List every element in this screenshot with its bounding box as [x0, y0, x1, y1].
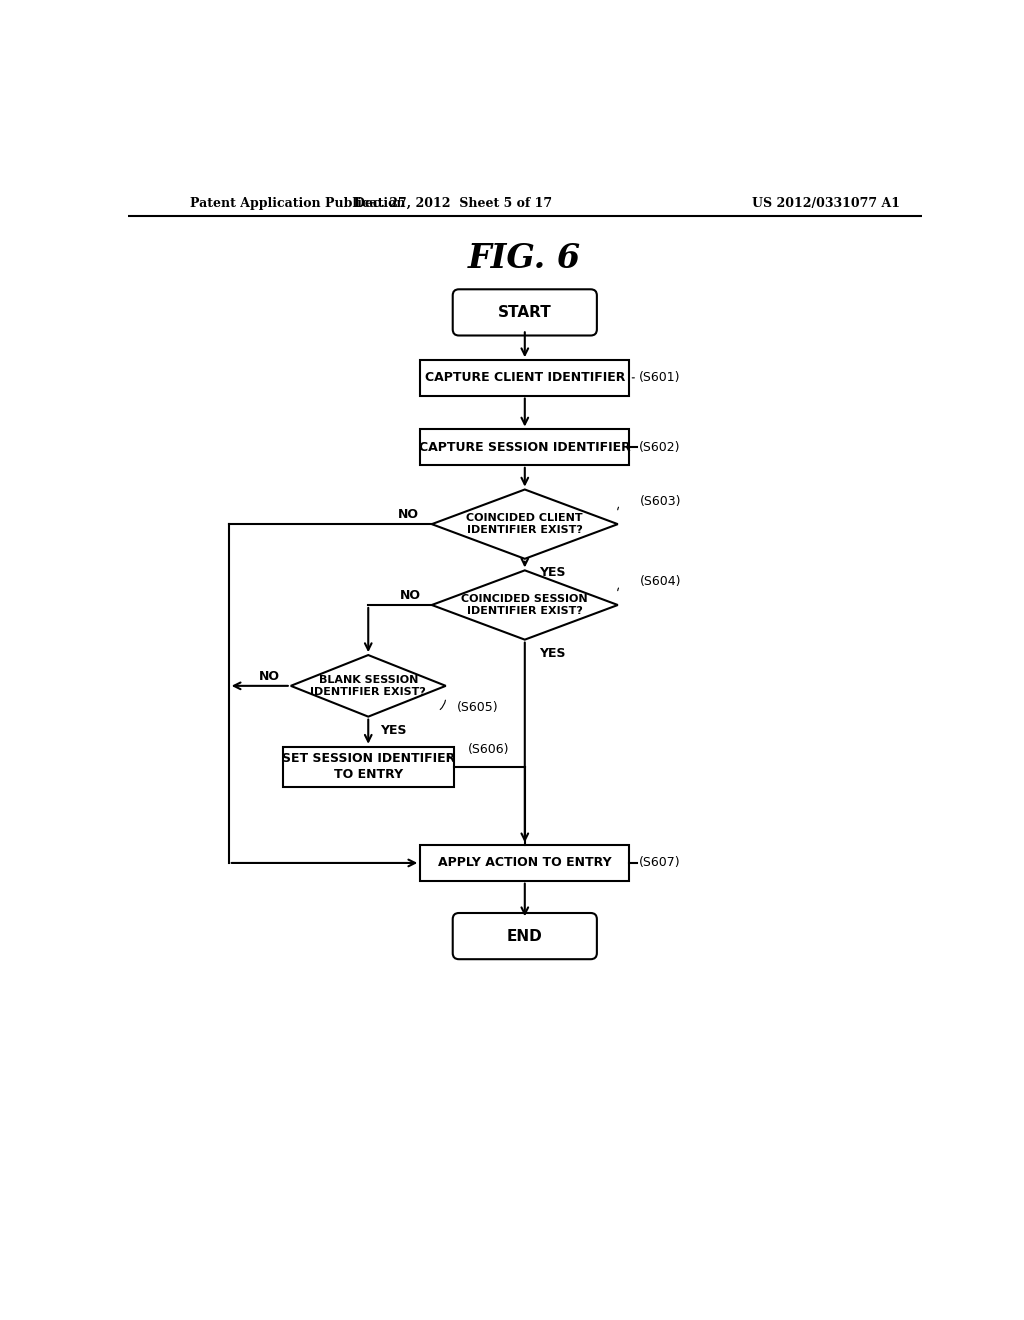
Text: BLANK SESSION
IDENTIFIER EXIST?: BLANK SESSION IDENTIFIER EXIST? [310, 675, 426, 697]
Text: FIG. 6: FIG. 6 [468, 242, 582, 275]
Text: (S601): (S601) [639, 371, 680, 384]
Text: COINCIDED CLIENT
IDENTIFIER EXIST?: COINCIDED CLIENT IDENTIFIER EXIST? [467, 513, 583, 536]
Text: (S602): (S602) [639, 441, 680, 454]
Text: US 2012/0331077 A1: US 2012/0331077 A1 [752, 197, 899, 210]
Text: NO: NO [258, 671, 280, 684]
Text: (S605): (S605) [458, 701, 499, 714]
Text: NO: NO [398, 508, 419, 521]
Text: (S603): (S603) [640, 495, 681, 508]
Bar [420, 429, 630, 465]
Text: NO: NO [399, 589, 421, 602]
Text: Dec. 27, 2012  Sheet 5 of 17: Dec. 27, 2012 Sheet 5 of 17 [354, 197, 553, 210]
Text: APPLY ACTION TO ENTRY: APPLY ACTION TO ENTRY [438, 857, 611, 870]
Bar [283, 747, 454, 787]
Polygon shape [432, 570, 617, 640]
FancyBboxPatch shape [453, 289, 597, 335]
Text: COINCIDED SESSION
IDENTIFIER EXIST?: COINCIDED SESSION IDENTIFIER EXIST? [462, 594, 588, 616]
Text: YES: YES [539, 647, 565, 660]
Text: END: END [507, 928, 543, 944]
Text: YES: YES [380, 723, 407, 737]
Polygon shape [432, 490, 617, 558]
Text: (S604): (S604) [640, 576, 681, 589]
Text: (S607): (S607) [639, 857, 680, 870]
FancyBboxPatch shape [453, 913, 597, 960]
Text: YES: YES [539, 566, 565, 579]
Bar [420, 845, 630, 880]
Text: CAPTURE CLIENT IDENTIFIER: CAPTURE CLIENT IDENTIFIER [425, 371, 625, 384]
Text: (S606): (S606) [467, 743, 509, 756]
Text: START: START [498, 305, 552, 319]
Polygon shape [291, 655, 445, 717]
Bar [420, 360, 630, 396]
Text: Patent Application Publication: Patent Application Publication [190, 197, 406, 210]
Text: CAPTURE SESSION IDENTIFIER: CAPTURE SESSION IDENTIFIER [419, 441, 631, 454]
Text: SET SESSION IDENTIFIER
TO ENTRY: SET SESSION IDENTIFIER TO ENTRY [282, 752, 455, 781]
